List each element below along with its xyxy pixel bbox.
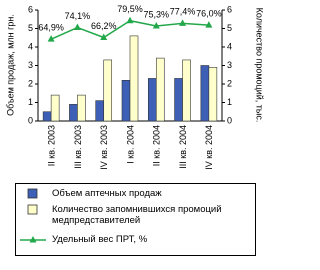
bar	[50, 94, 60, 122]
legend-label: Количество запомнившихся промоций медпре…	[52, 204, 222, 226]
line-marker	[47, 35, 55, 42]
data-label: 66,2%	[91, 21, 117, 31]
legend-swatch	[20, 236, 46, 243]
bar	[42, 111, 52, 122]
line-marker	[73, 23, 81, 31]
bar	[147, 78, 157, 122]
bar	[103, 59, 113, 122]
bar	[121, 80, 131, 122]
x-tick-label: III кв. 2004	[178, 125, 188, 169]
legend-item: Объем аптечных продаж	[20, 188, 232, 199]
y2-tick-label: 1	[227, 97, 232, 107]
y2-tick-label: 6	[227, 4, 232, 14]
page: {"chart_data": {"type": "bar", "y_label"…	[5, 4, 265, 256]
line-marker	[179, 19, 187, 26]
legend-box	[27, 188, 38, 199]
data-label: 76,0%	[196, 9, 222, 19]
data-label: 77,4%	[170, 7, 196, 17]
data-label: 74,1%	[65, 11, 91, 21]
data-label: 75,3%	[144, 9, 170, 19]
bar	[69, 104, 78, 122]
line-marker	[152, 22, 160, 29]
x-tick-label: IV кв. 2004	[204, 125, 214, 170]
bar	[129, 35, 139, 122]
y-tick-label: 5	[28, 23, 33, 33]
bar	[182, 59, 191, 122]
legend-item: Количество запомнившихся промоций медпре…	[20, 204, 232, 226]
x-tick-label: II кв. 2004	[152, 125, 162, 166]
x-tick-label: III кв. 2003	[73, 125, 83, 169]
y2-tick-label: 4	[227, 41, 232, 51]
x-tick-label: I кв. 2004	[125, 125, 135, 164]
y2-tick-label: 2	[227, 78, 232, 88]
y-tick-label: 3	[28, 60, 33, 70]
y-tick-label: 6	[28, 4, 33, 14]
y-tick-label: 0	[28, 115, 33, 125]
bar	[95, 100, 105, 122]
y-tick-label: 2	[28, 78, 33, 88]
y2-tick-label: 0	[227, 115, 232, 125]
x-tick-label: IV кв. 2003	[99, 125, 109, 170]
bar	[174, 78, 183, 122]
y-axis-title: Объем продаж, млн грн.	[5, 14, 15, 116]
data-label: 64,9%	[38, 23, 64, 33]
x-tick-label: II кв. 2003	[47, 125, 57, 166]
line-marker	[100, 33, 108, 40]
bar	[155, 57, 165, 122]
legend-marker	[29, 236, 37, 243]
legend-swatch	[27, 204, 38, 215]
legend: Объем аптечных продаж Количество запомнив…	[15, 183, 256, 256]
legend-label: Удельный вес ПРТ, %	[52, 234, 148, 245]
y-tick-label: 1	[28, 97, 33, 107]
line-marker	[126, 16, 134, 24]
line-marker	[205, 21, 213, 28]
bar	[200, 65, 210, 122]
y2-tick-label: 5	[227, 23, 232, 33]
legend-label: Объем аптечных продаж	[52, 188, 162, 199]
legend-box	[27, 204, 38, 215]
y2-tick-label: 3	[227, 60, 232, 70]
chart: Объем продаж, млн грн. Количество промоц…	[5, 4, 265, 170]
y-tick-label: 4	[28, 41, 33, 51]
y2-axis-title: Количество промоций, тыс.	[255, 8, 265, 123]
legend-swatch	[27, 188, 38, 199]
bar	[77, 94, 86, 122]
bar	[208, 67, 218, 122]
data-label: 79,5%	[117, 4, 143, 14]
legend-item: Удельный вес ПРТ, %	[20, 234, 232, 245]
